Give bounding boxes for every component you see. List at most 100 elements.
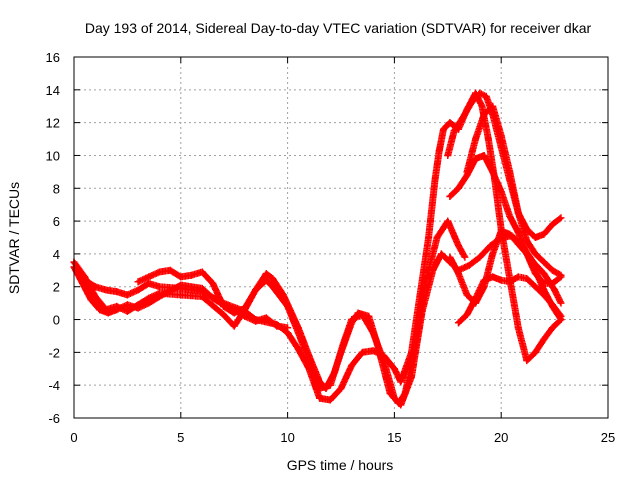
data-point [472,135,480,143]
data-point [198,268,206,276]
data-point [369,329,377,337]
data-point [262,270,270,278]
data-point [79,279,87,287]
data-point [348,361,356,369]
data-point [187,271,195,279]
data-point [145,273,153,281]
data-point [523,237,531,245]
data-point [523,357,531,365]
data-point [484,135,492,143]
data-point [548,266,556,274]
y-tick-label: 4 [53,247,60,262]
x-tick-label: 20 [494,430,508,445]
data-point [397,378,405,386]
data-point [514,273,522,281]
data-point [177,291,185,299]
x-tick-label: 0 [70,430,77,445]
data-point [294,345,302,353]
data-point [390,394,398,402]
data-point [155,268,163,276]
data-point [241,312,249,320]
data-point [177,281,185,289]
data-point [337,384,345,392]
data-point [476,253,484,261]
data-point [514,209,522,217]
data-point [531,250,539,258]
plus-marker-trail [463,102,564,278]
data-point [220,302,228,310]
data-point [506,278,514,286]
data-point [123,291,131,299]
data-series-9 [454,273,565,327]
data-point [331,368,339,376]
data-point [429,266,437,274]
data-point [326,396,334,404]
data-series-4 [134,232,565,409]
data-series-6 [446,151,565,287]
y-tick-label: -4 [48,378,60,393]
data-point [358,311,366,319]
data-point [177,273,185,281]
data-point [476,89,484,97]
data-point [91,283,99,291]
data-point [348,316,356,324]
data-point [241,304,249,312]
data-point [440,125,448,133]
data-point [548,220,556,228]
data-point [506,212,514,220]
data-point [437,250,445,258]
data-point [155,293,163,301]
data-point [514,240,522,248]
y-axis-label: SDTVAR / TECUs [6,182,22,294]
data-point [489,273,497,281]
data-point [551,286,559,294]
data-point [497,132,505,140]
data-point [123,307,131,315]
data-point [514,229,522,237]
data-point [230,309,238,317]
chart-title: Day 193 of 2014, Sidereal Day-to-day VTE… [85,20,592,36]
data-point [480,110,488,118]
data-point [252,286,260,294]
data-point [489,250,497,258]
data-point [540,258,548,266]
data-point [523,275,531,283]
data-point [506,230,514,238]
y-tick-label: 16 [46,50,60,65]
y-tick-label: -6 [48,411,60,426]
data-point [284,324,292,332]
y-tick-label: 2 [53,280,60,295]
plus-marker-trail [444,89,564,241]
data-point [463,311,471,319]
data-point [273,322,281,330]
data-point [497,188,505,196]
data-point [489,168,497,176]
data-point [531,234,539,241]
data-point [104,309,112,317]
data-point [134,304,142,312]
data-point [369,347,377,355]
data-point [506,168,514,176]
data-point [454,319,462,327]
data-point [339,340,347,348]
data-point [435,147,443,155]
data-point [557,271,565,279]
data-point [433,234,441,241]
plus-marker-trail [134,232,564,409]
data-point [557,214,565,222]
data-point [472,294,480,302]
data-point [252,317,260,325]
data-point [155,283,163,291]
data-point [497,227,505,235]
data-point [418,307,426,315]
data-point [514,324,522,332]
data-point [463,291,471,299]
data-point [305,352,313,360]
data-point [407,373,415,381]
data-point [166,266,174,274]
y-tick-label: 12 [46,116,60,131]
data-point [316,378,324,386]
data-point [450,127,458,135]
data-point [454,270,462,278]
x-tick-label: 5 [177,430,184,445]
